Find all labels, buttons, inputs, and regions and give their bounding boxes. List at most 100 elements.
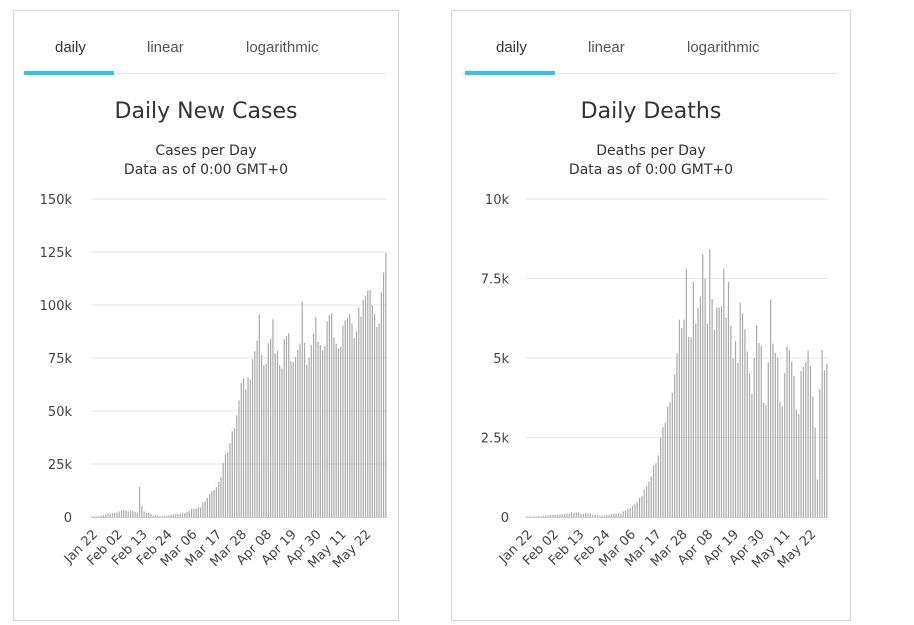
bar[interactable] [190,508,193,517]
bar[interactable] [186,511,188,517]
bar[interactable] [664,422,666,517]
bar[interactable] [662,427,664,517]
bar[interactable] [111,513,114,517]
bar[interactable] [734,341,737,517]
bar[interactable] [566,513,568,517]
bar[interactable] [157,515,159,517]
bar[interactable] [132,510,134,517]
bar[interactable] [807,350,809,517]
bar[interactable] [197,507,199,517]
bar[interactable] [540,516,542,517]
bar[interactable] [779,401,781,517]
bar[interactable] [554,514,556,517]
bar[interactable] [557,514,559,517]
bar[interactable] [770,299,772,517]
bar[interactable] [199,507,202,517]
bar[interactable] [125,510,127,517]
bar[interactable] [358,307,360,517]
bar[interactable] [120,510,123,517]
bar[interactable] [123,510,125,517]
bar[interactable] [638,497,641,517]
bar[interactable] [727,281,730,517]
bar[interactable] [383,272,385,517]
bar[interactable] [791,361,793,517]
tab-daily[interactable]: daily [55,39,86,56]
bar[interactable] [206,497,208,517]
bar[interactable] [814,427,816,517]
bar[interactable] [213,489,215,517]
bar[interactable] [805,362,807,517]
bar[interactable] [328,314,330,517]
bar[interactable] [706,323,709,517]
bar[interactable] [531,516,533,517]
bar[interactable] [181,512,184,517]
bar[interactable] [285,335,288,517]
bar[interactable] [606,515,608,517]
bar[interactable] [751,393,753,517]
bar[interactable] [589,513,591,517]
bar[interactable] [227,452,229,517]
bar[interactable] [222,462,224,517]
bar[interactable] [636,502,638,518]
bar[interactable] [816,479,819,517]
bar[interactable] [224,454,227,517]
bar[interactable] [102,515,105,517]
bar[interactable] [730,325,732,517]
bar[interactable] [238,400,240,517]
bar[interactable] [242,378,245,517]
bar[interactable] [795,409,797,517]
bar[interactable] [353,338,355,517]
bar[interactable] [685,268,687,517]
bar[interactable] [116,512,118,517]
bar[interactable] [645,486,648,517]
bar[interactable] [218,481,220,517]
bar[interactable] [175,514,177,517]
bar[interactable] [204,501,206,517]
bar[interactable] [631,505,634,517]
bar[interactable] [371,305,373,517]
bar[interactable] [629,508,631,517]
tab-linear[interactable]: linear [147,39,184,56]
bar[interactable] [601,515,603,517]
bar[interactable] [220,477,222,517]
bar[interactable] [202,502,204,517]
bar[interactable] [634,504,636,517]
bar[interactable] [306,364,308,517]
bar[interactable] [301,301,303,517]
bar[interactable] [335,343,337,517]
bar[interactable] [229,443,231,517]
bar[interactable] [564,513,566,517]
bar[interactable] [274,353,276,517]
bar[interactable] [559,514,561,517]
bar[interactable] [657,455,659,517]
bar[interactable] [346,317,349,517]
bar[interactable] [760,345,762,517]
bar[interactable] [100,515,102,517]
bar[interactable] [772,343,774,517]
bar[interactable] [172,514,175,517]
bar[interactable] [342,325,344,517]
bar[interactable] [667,406,669,517]
bar[interactable] [166,515,168,517]
bar[interactable] [299,343,301,517]
bar[interactable] [109,513,111,517]
bar[interactable] [177,514,179,517]
bar[interactable] [245,389,247,517]
bar[interactable] [288,333,290,517]
bar[interactable] [294,357,297,517]
bar[interactable] [129,510,132,517]
bar[interactable] [608,514,610,517]
bar[interactable] [297,349,299,517]
bar[interactable] [308,358,310,517]
bar[interactable] [249,379,251,517]
tab-logarithmic[interactable]: logarithmic [246,39,319,56]
bar[interactable] [594,514,596,517]
bar[interactable] [549,515,552,517]
bar[interactable] [627,508,629,517]
bar[interactable] [767,362,769,517]
bar[interactable] [322,350,324,517]
bar[interactable] [378,323,380,517]
bar[interactable] [641,496,643,517]
bar[interactable] [542,515,545,517]
bar[interactable] [279,365,281,517]
